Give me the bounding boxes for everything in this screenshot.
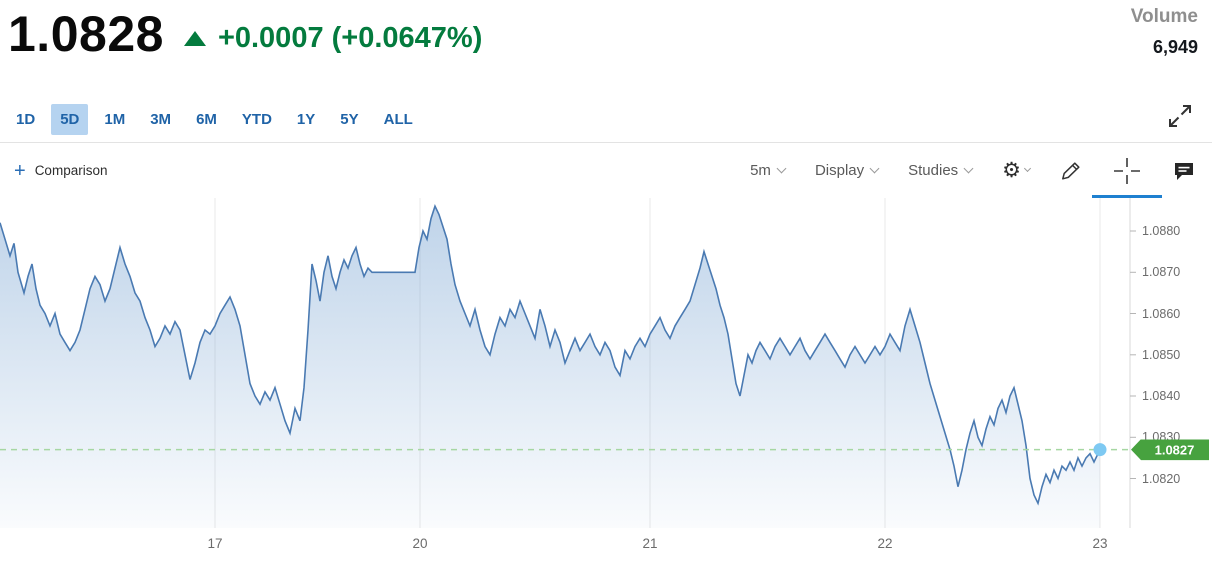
interval-dropdown-label: 5m (750, 162, 771, 179)
quote-header: 1.0828 +0.0007 (+0.0647%) Volume 6,949 (0, 0, 1212, 96)
y-axis-label: 1.0870 (1142, 265, 1181, 280)
interval-dropdown[interactable]: 5m (750, 162, 787, 179)
arrow-up-icon (183, 30, 206, 46)
price-change-group: +0.0007 (+0.0647%) (183, 21, 483, 55)
chevron-down-icon (869, 163, 880, 174)
chevron-down-icon (1023, 164, 1032, 173)
gear-icon: ⚙ (1002, 159, 1021, 182)
display-dropdown-label: Display (814, 162, 865, 179)
y-axis-label: 1.0880 (1142, 224, 1181, 238)
pencil-icon (1062, 161, 1080, 180)
y-axis-label: 1.0860 (1142, 306, 1181, 321)
comparison-label: Comparison (34, 163, 108, 178)
x-axis-label: 22 (877, 536, 893, 551)
draw-button[interactable] (1060, 143, 1082, 198)
area-fill (0, 206, 1100, 528)
toolbar-right: 5m Display Studies ⚙ (750, 143, 1196, 198)
crosshair-button[interactable] (1092, 143, 1162, 198)
range-tab-6m[interactable]: 6M (196, 110, 217, 128)
comparison-button[interactable]: + Comparison (14, 161, 107, 181)
x-axis-label: 20 (412, 536, 428, 551)
plus-icon: + (14, 159, 26, 182)
fullscreen-expand-button[interactable] (1164, 100, 1196, 132)
settings-button[interactable]: ⚙ (1002, 143, 1032, 198)
range-tab-ytd[interactable]: YTD (241, 110, 272, 128)
expand-arrows-icon (1169, 105, 1191, 127)
y-axis-label: 1.0840 (1142, 389, 1181, 403)
range-tab-all[interactable]: ALL (383, 110, 413, 128)
x-axis-label: 23 (1092, 536, 1108, 551)
crosshair-icon (1114, 157, 1140, 184)
price-value: 1.0828 (8, 6, 164, 62)
volume-label: Volume (1130, 6, 1198, 27)
studies-dropdown-label: Studies (908, 162, 959, 179)
range-tabs: 1D 5D 1M 3M 6M YTD 1Y 5Y ALL (0, 96, 1212, 142)
x-axis-label: 17 (207, 536, 223, 551)
chevron-down-icon (776, 163, 787, 174)
chevron-down-icon (963, 163, 974, 174)
range-tab-1d[interactable]: 1D (16, 110, 36, 128)
range-tab-1m[interactable]: 1M (104, 110, 126, 128)
x-axis-label: 21 (642, 536, 658, 551)
chart-section: 1.0827 1.0880 1.0870 1.0860 1.0850 1.0840 1.0… (0, 198, 1212, 570)
annotation-button[interactable] (1172, 143, 1196, 198)
y-axis-label: 1.0820 (1142, 471, 1181, 486)
annotation-icon (1175, 162, 1193, 180)
price-chart[interactable] (0, 198, 1212, 570)
current-price-dot (1093, 443, 1107, 457)
price-change: +0.0007 (+0.0647%) (217, 21, 483, 54)
y-axis-label: 1.0850 (1142, 347, 1181, 362)
price-row: 1.0828 +0.0007 (+0.0647%) (8, 8, 1212, 61)
range-tab-3m[interactable]: 3M (150, 110, 172, 128)
volume-value: 6,949 (1152, 37, 1198, 57)
studies-dropdown[interactable]: Studies (908, 162, 974, 179)
display-dropdown[interactable]: Display (814, 162, 880, 179)
current-price-tag: 1.0827 (1131, 439, 1209, 461)
range-tab-5y[interactable]: 5Y (340, 110, 359, 128)
range-tab-5d[interactable]: 5D (51, 103, 89, 135)
price-line (0, 204, 1101, 506)
chart-toolbar: + Comparison 5m Display Studies ⚙ (0, 142, 1212, 198)
volume-block: Volume 6,949 (1131, 6, 1198, 58)
range-tab-1y[interactable]: 1Y (296, 110, 316, 128)
